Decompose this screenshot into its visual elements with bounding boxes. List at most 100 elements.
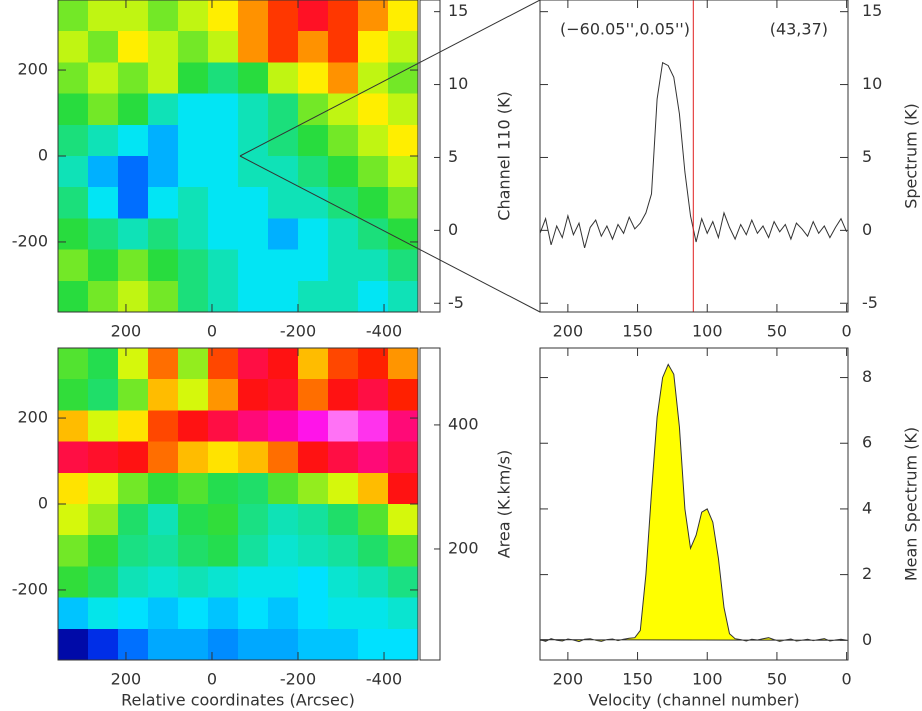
heatmap-cell	[238, 280, 269, 313]
heatmap-cell	[58, 218, 89, 251]
heatmap-cell	[268, 472, 299, 505]
heatmap-cell	[268, 156, 299, 188]
heatmap-cell	[238, 187, 269, 219]
heatmap-cell	[298, 249, 329, 282]
y-tick-label: 200	[17, 60, 48, 79]
y-tick-label: 2	[862, 564, 872, 583]
heatmap-cell	[298, 504, 329, 536]
colorbar-tick-label: 5	[448, 147, 458, 166]
heatmap-cell	[118, 156, 149, 188]
y-axis-label: Mean Spectrum (K)	[902, 427, 921, 581]
heatmap-cell	[298, 628, 329, 661]
heatmap-cell	[118, 280, 149, 313]
heatmap-cell	[178, 379, 209, 411]
heatmap-cell	[298, 535, 329, 567]
heatmap-cell	[148, 0, 179, 32]
heatmap-cell	[388, 566, 419, 599]
heatmap-cell	[148, 31, 179, 63]
heatmap-cell	[88, 504, 119, 536]
y-tick-label: -200	[12, 579, 48, 598]
heatmap-cell	[328, 410, 359, 443]
heatmap-cell	[328, 62, 359, 95]
heatmap-cell	[178, 187, 209, 219]
y-tick-label: 8	[862, 367, 872, 386]
x-axis-label: Velocity (channel number)	[588, 691, 799, 710]
heatmap-cell	[58, 628, 89, 661]
heatmap-cell	[118, 504, 149, 536]
heatmap-cell	[58, 441, 89, 474]
heatmap-cell	[148, 441, 179, 474]
heatmap-cell	[358, 156, 389, 188]
heatmap-cell	[238, 156, 269, 188]
heatmap-cell	[148, 218, 179, 251]
heatmap-cell	[388, 410, 419, 443]
x-tick-label: 0	[842, 322, 852, 341]
heatmap-cell	[388, 535, 419, 567]
heatmap-cell	[148, 124, 179, 157]
pixel-label: (43,37)	[770, 20, 828, 39]
heatmap-cell	[268, 628, 299, 661]
heatmap-cell	[328, 31, 359, 63]
heatmap-cell	[268, 441, 299, 474]
heatmap-cell	[58, 31, 89, 63]
heatmap-cell	[298, 597, 329, 630]
y-tick-label: 200	[17, 408, 48, 427]
heatmap-cell	[208, 280, 239, 313]
heatmap-cell	[178, 280, 209, 313]
heatmap-cell	[178, 472, 209, 505]
heatmap-cell	[118, 31, 149, 63]
heatmap-cell	[178, 504, 209, 536]
heatmap-cell	[88, 0, 119, 32]
heatmap-cell	[208, 93, 239, 126]
heatmap-cell	[388, 504, 419, 536]
heatmap-cell	[118, 441, 149, 474]
heatmap-cell	[298, 441, 329, 474]
heatmap-cell	[358, 31, 389, 63]
heatmap-cell	[238, 597, 269, 630]
heatmap-cell	[88, 280, 119, 313]
heatmap-cell	[118, 124, 149, 157]
y-axis-label: Spectrum (K)	[902, 103, 921, 209]
y-tick-label: 0	[38, 146, 48, 165]
heatmap-cell	[88, 187, 119, 219]
heatmap-cell	[208, 535, 239, 567]
heatmap-cell	[88, 348, 119, 380]
heatmap-cell	[268, 535, 299, 567]
heatmap-cell	[268, 124, 299, 157]
plot-frame	[539, 347, 849, 661]
heatmap-cell	[148, 187, 179, 219]
heatmap-cell	[88, 379, 119, 411]
heatmap-cell	[148, 628, 179, 661]
heatmap-cell	[358, 93, 389, 126]
heatmap-cell	[208, 156, 239, 188]
heatmap-cell	[178, 249, 209, 282]
colorbar	[419, 347, 441, 661]
heatmap-cell	[268, 93, 299, 126]
x-tick-label: 200	[111, 670, 142, 689]
heatmap-cell	[148, 156, 179, 188]
x-tick-label: -400	[366, 670, 402, 689]
heatmap-cell	[298, 410, 329, 443]
heatmap-cell	[268, 597, 299, 630]
heatmap-cell	[358, 441, 389, 474]
heatmap-cell	[118, 0, 149, 32]
heatmap-cell	[148, 472, 179, 505]
heatmap-cell	[148, 379, 179, 411]
heatmap-cell	[328, 441, 359, 474]
x-tick-label: -200	[280, 322, 316, 341]
x-tick-label: -400	[366, 322, 402, 341]
heatmap-cell	[298, 187, 329, 219]
heatmap-cell	[298, 218, 329, 251]
y-tick-label: -200	[12, 231, 48, 250]
heatmap-cell	[388, 124, 419, 157]
heatmap-cell	[208, 187, 239, 219]
heatmap-cell	[58, 566, 89, 599]
heatmap-cell	[388, 249, 419, 282]
x-tick-label: 50	[767, 322, 787, 341]
heatmap-cell	[238, 218, 269, 251]
heatmap-cell	[88, 597, 119, 630]
colorbar-label: Area (K.km/s)	[495, 450, 514, 559]
heatmap-cell	[58, 535, 89, 567]
heatmap-cell	[88, 410, 119, 443]
heatmap-cell	[238, 535, 269, 567]
